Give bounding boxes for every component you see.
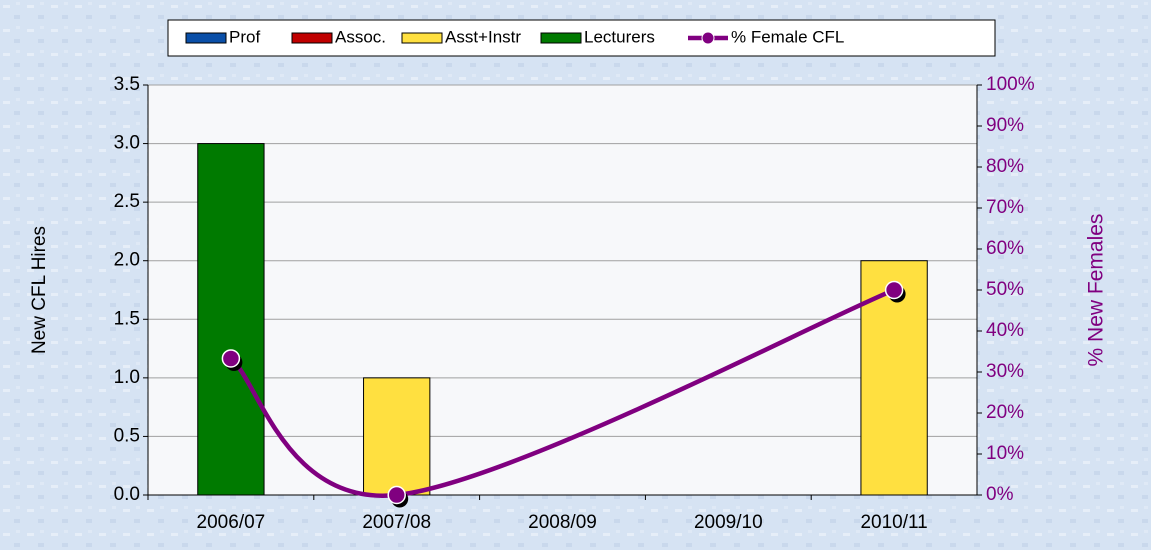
- legend-swatch: [401, 32, 443, 44]
- y2-axis-title: % New Females: [1085, 214, 1108, 367]
- y2-tick-label: 10%: [986, 443, 1024, 464]
- y-tick-label: 2.0: [114, 250, 140, 271]
- y2-tick-label: 100%: [986, 74, 1035, 95]
- legend-label: Prof: [229, 27, 260, 46]
- y-tick-label: 1.0: [114, 367, 140, 388]
- y2-tick-label: 90%: [986, 115, 1024, 136]
- y-tick-label: 3.0: [114, 133, 140, 154]
- y2-tick-label: 50%: [986, 279, 1024, 300]
- y-tick-label: 3.5: [114, 74, 140, 95]
- y-axis-title: New CFL Hires: [29, 226, 50, 354]
- y-tick-label: 1.5: [114, 308, 140, 329]
- marker: [221, 349, 241, 368]
- legend-label: % Female CFL: [731, 27, 844, 46]
- line: [229, 287, 895, 498]
- bar: [197, 143, 265, 496]
- y2-tick-label: 70%: [986, 197, 1024, 218]
- y2-tick-label: 30%: [986, 361, 1024, 382]
- x-tick-label: 2008/09: [528, 512, 597, 533]
- y2-tick-label: 80%: [986, 156, 1024, 177]
- x-tick-label: 2006/07: [197, 512, 266, 533]
- legend-swatch: [291, 32, 333, 44]
- y2-tick-label: 60%: [986, 238, 1024, 259]
- legend-label: Assoc.: [335, 27, 386, 46]
- marker: [884, 280, 904, 300]
- legend-label: Lecturers: [584, 27, 655, 46]
- marker: [387, 485, 406, 505]
- y-tick-label: 0.5: [114, 425, 140, 446]
- x-tick-label: 2009/10: [694, 512, 763, 533]
- y2-tick-label: 0%: [986, 484, 1014, 505]
- legend-swatch: [540, 32, 582, 44]
- x-tick-label: 2010/11: [860, 512, 927, 533]
- x-tick-label: 2007/08: [362, 512, 431, 533]
- y2-tick-label: 20%: [986, 402, 1024, 423]
- y2-tick-label: 40%: [986, 320, 1024, 341]
- plot-area: [148, 85, 977, 495]
- y-tick-label: 2.5: [114, 191, 140, 212]
- legend-label: Asst+Instr: [445, 27, 521, 46]
- y-tick-label: 0.0: [114, 484, 140, 505]
- legend-swatch: [185, 32, 227, 44]
- legend-swatch: [701, 31, 715, 45]
- bar: [363, 377, 431, 496]
